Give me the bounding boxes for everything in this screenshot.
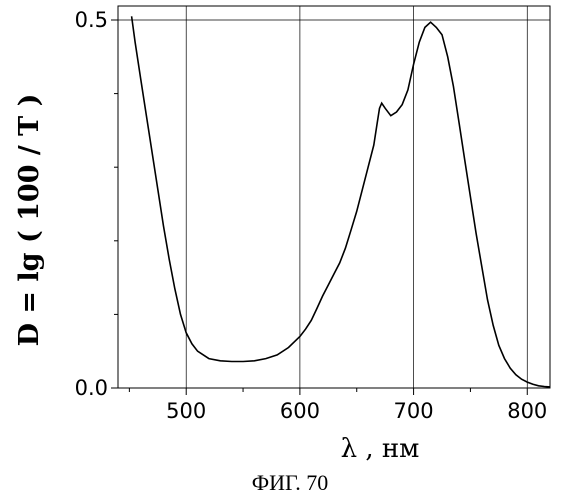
x-tick-label: 600 xyxy=(280,399,320,423)
y-axis-label: D = lg ( 100 / T ) xyxy=(14,94,45,347)
x-tick-label: 500 xyxy=(166,399,206,423)
plot-frame xyxy=(118,6,550,388)
tick-labels: 500 600 700 800 0.0 0.5 xyxy=(75,8,548,423)
figure-caption: ФИГ. 70 xyxy=(200,470,380,496)
x-axis-label: λ , нм xyxy=(341,434,420,464)
absorbance-curve xyxy=(132,16,550,387)
y-tick-label: 0.0 xyxy=(75,376,108,400)
x-tick-label: 700 xyxy=(394,399,434,423)
ticks xyxy=(111,20,527,395)
chart: 500 600 700 800 0.0 0.5 λ , нм D = lg ( 100 /… xyxy=(0,0,573,470)
grid xyxy=(118,6,550,388)
y-tick-label: 0.5 xyxy=(75,8,108,32)
x-tick-label: 800 xyxy=(507,399,547,423)
